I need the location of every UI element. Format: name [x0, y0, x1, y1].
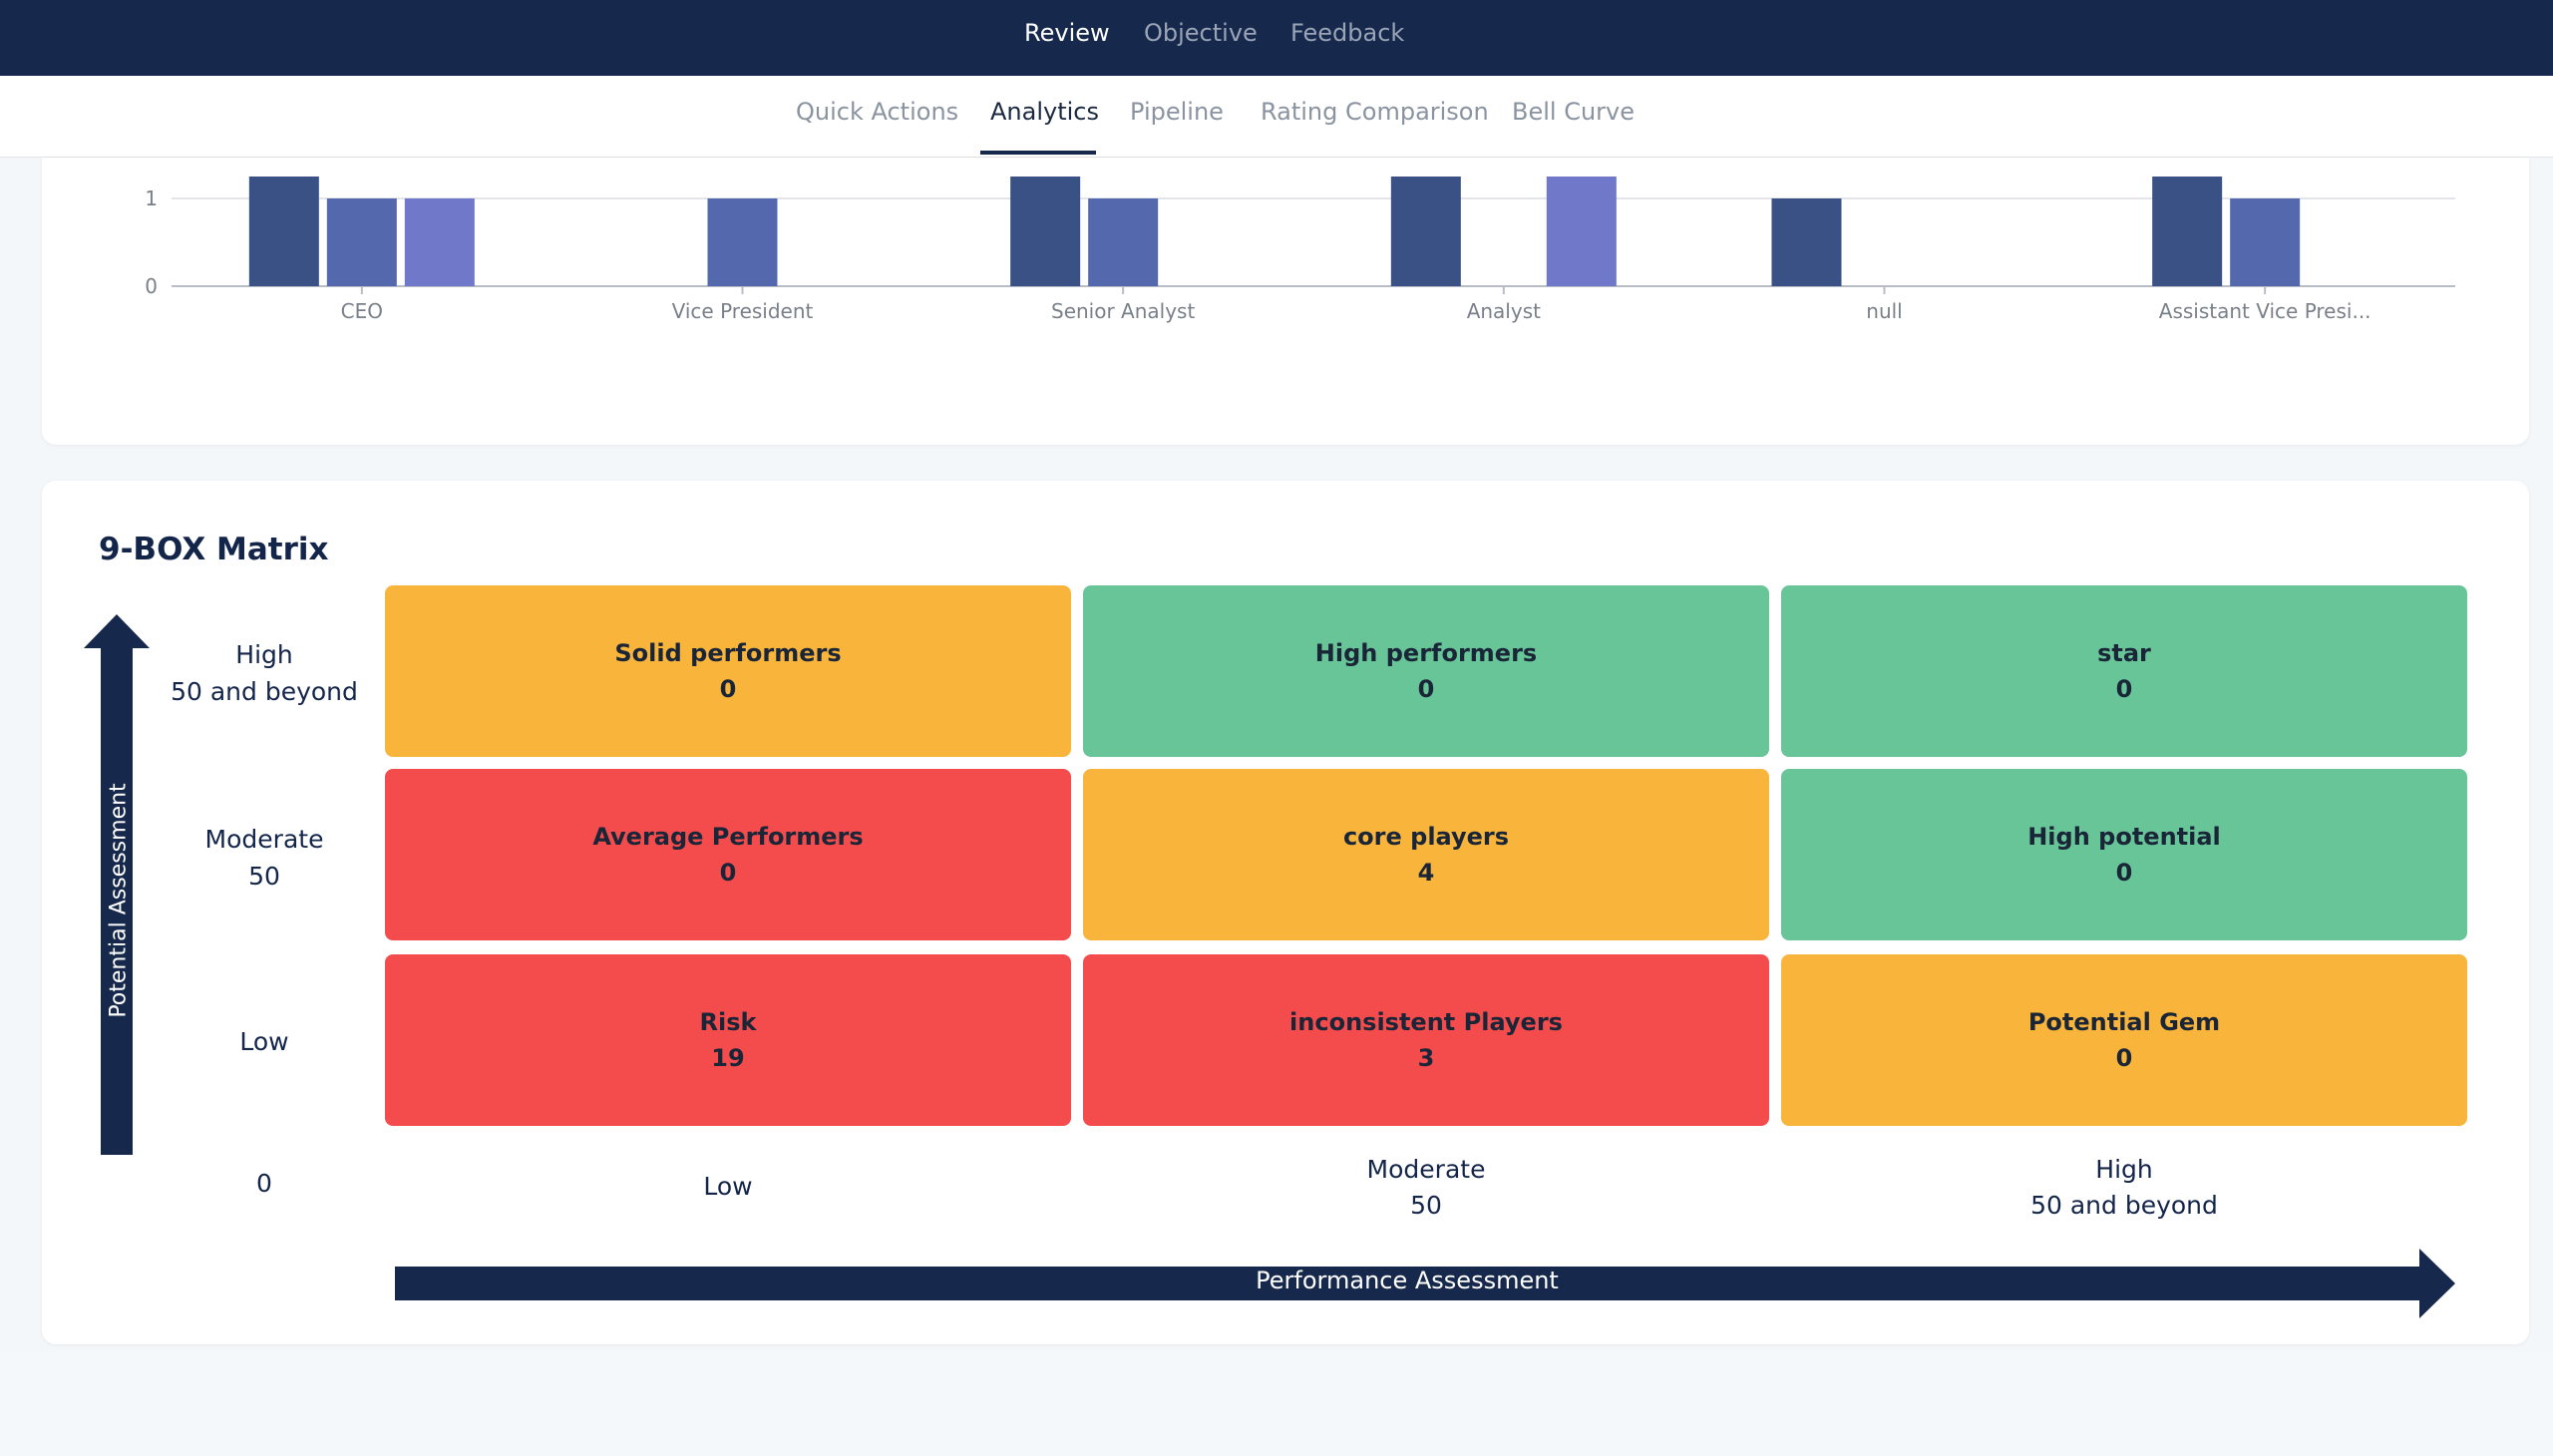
y-axis-arrow-icon	[84, 614, 150, 1155]
box-high-performers[interactable]: High performers 0	[1083, 585, 1769, 757]
bar[interactable]	[404, 198, 475, 286]
x-axis-arrow-icon	[395, 1249, 2455, 1318]
bar[interactable]	[2230, 198, 2301, 286]
bar-chart: 0 1 CEO Vice President Senior Analyst Analyst…	[145, 177, 2455, 323]
box-solid-performers[interactable]: Solid performers 0	[385, 585, 1071, 757]
bar[interactable]	[2152, 177, 2223, 286]
active-tab-indicator	[980, 151, 1096, 155]
tab-rating-comparison[interactable]: Rating Comparison	[1261, 98, 1489, 126]
y-tick-label: 1	[145, 186, 158, 210]
col-label-low: Low	[703, 1172, 753, 1201]
x-tick-label: Senior Analyst	[1051, 299, 1195, 323]
top-nav: Review Objective Feedback	[0, 0, 2553, 76]
bar[interactable]	[326, 198, 397, 286]
box-core-players[interactable]: core players 4	[1083, 769, 1769, 940]
x-tick-label: CEO	[341, 299, 383, 323]
col-label-moderate: Moderate 50	[1366, 1155, 1486, 1220]
x-tick-label: Analyst	[1467, 299, 1541, 323]
tab-analytics[interactable]: Analytics	[990, 98, 1099, 126]
top-nav-review[interactable]: Review	[1024, 19, 1110, 47]
box-average-performers[interactable]: Average Performers 0	[385, 769, 1071, 940]
top-nav-feedback[interactable]: Feedback	[1290, 19, 1405, 47]
y-axis-label: Potential Assessment	[106, 783, 132, 1018]
bar[interactable]	[248, 177, 319, 286]
bar[interactable]	[1390, 177, 1461, 286]
col-label-high: High 50 and beyond	[2030, 1155, 2218, 1220]
bar[interactable]	[1088, 198, 1159, 286]
row-label-low: Low	[239, 1027, 289, 1056]
bar[interactable]	[1771, 198, 1842, 286]
box-risk[interactable]: Risk 19	[385, 954, 1071, 1126]
bar[interactable]	[1546, 177, 1617, 286]
x-tick-label: null	[1866, 299, 1902, 323]
box-inconsistent-players[interactable]: inconsistent Players 3	[1083, 954, 1769, 1126]
y-tick-label: 0	[145, 274, 158, 298]
x-tick-label: Assistant Vice Presi...	[2159, 299, 2371, 323]
row-label-moderate: Moderate 50	[204, 825, 324, 891]
top-nav-objective[interactable]: Objective	[1144, 19, 1258, 47]
tab-pipeline[interactable]: Pipeline	[1130, 98, 1224, 126]
box-potential-gem[interactable]: Potential Gem 0	[1781, 954, 2467, 1126]
sub-nav: Quick Actions Analytics Pipeline Rating …	[0, 76, 2553, 158]
tab-bell-curve[interactable]: Bell Curve	[1512, 98, 1635, 126]
box-high-potential[interactable]: High potential 0	[1781, 769, 2467, 940]
row-label-high: High 50 and beyond	[171, 640, 358, 706]
x-axis-label: Performance Assessment	[1256, 1267, 1559, 1294]
bar[interactable]	[1010, 177, 1081, 286]
tab-quick-actions[interactable]: Quick Actions	[796, 98, 959, 126]
matrix-title: 9-BOX Matrix	[99, 532, 329, 567]
page-footer-area	[0, 1354, 2553, 1456]
bar[interactable]	[707, 198, 778, 286]
x-tick-label: Vice President	[672, 299, 814, 323]
origin-label: 0	[256, 1169, 272, 1198]
box-star[interactable]: star 0	[1781, 585, 2467, 757]
